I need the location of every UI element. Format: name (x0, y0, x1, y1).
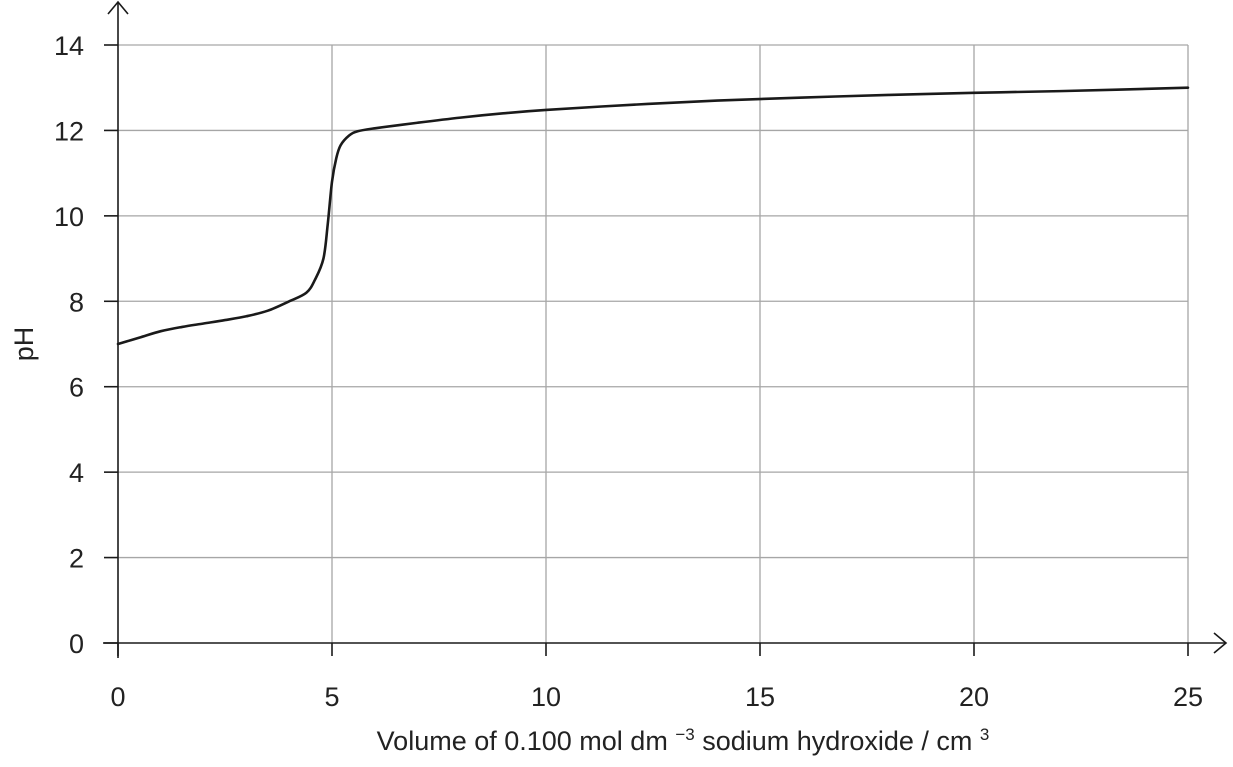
y-tick-label: 4 (69, 458, 84, 488)
y-tick-label: 2 (69, 544, 84, 574)
x-axis-arrow (1213, 632, 1228, 654)
tick-labels: 0 5 10 15 20 25 0 2 4 6 8 10 12 14 (54, 31, 1203, 712)
x-tick-label: 15 (745, 682, 775, 712)
curve-layer (116, 86, 1190, 346)
y-tick-label: 6 (69, 373, 84, 403)
x-axis-title-suffix: sodium hydroxide / cm (702, 726, 972, 756)
x-tick-label: 0 (110, 682, 125, 712)
ph-curve-line (116, 86, 1190, 346)
grid (118, 44, 1189, 643)
x-axis-title-prefix: Volume of 0.100 mol dm (377, 726, 668, 756)
x-tick-label: 25 (1173, 682, 1203, 712)
x-axis-title-prefix-sup: −3 (675, 725, 694, 744)
y-tick-label: 12 (54, 116, 84, 146)
axes (103, 0, 1228, 658)
y-axis-title: pH (9, 327, 39, 362)
y-axis-arrow (107, 0, 129, 15)
x-axis-title-suffix-sup: 3 (980, 725, 989, 744)
x-tick-label: 20 (959, 682, 989, 712)
x-axis-title: Volume of 0.100 mol dm −3 sodium hydroxi… (377, 716, 990, 756)
y-tick-label: 8 (69, 287, 84, 317)
y-tick-label: 10 (54, 202, 84, 232)
y-tick-label: 14 (54, 31, 84, 61)
x-tick-label: 10 (531, 682, 561, 712)
y-tick-label: 0 (69, 629, 84, 659)
x-tick-label: 5 (324, 682, 339, 712)
